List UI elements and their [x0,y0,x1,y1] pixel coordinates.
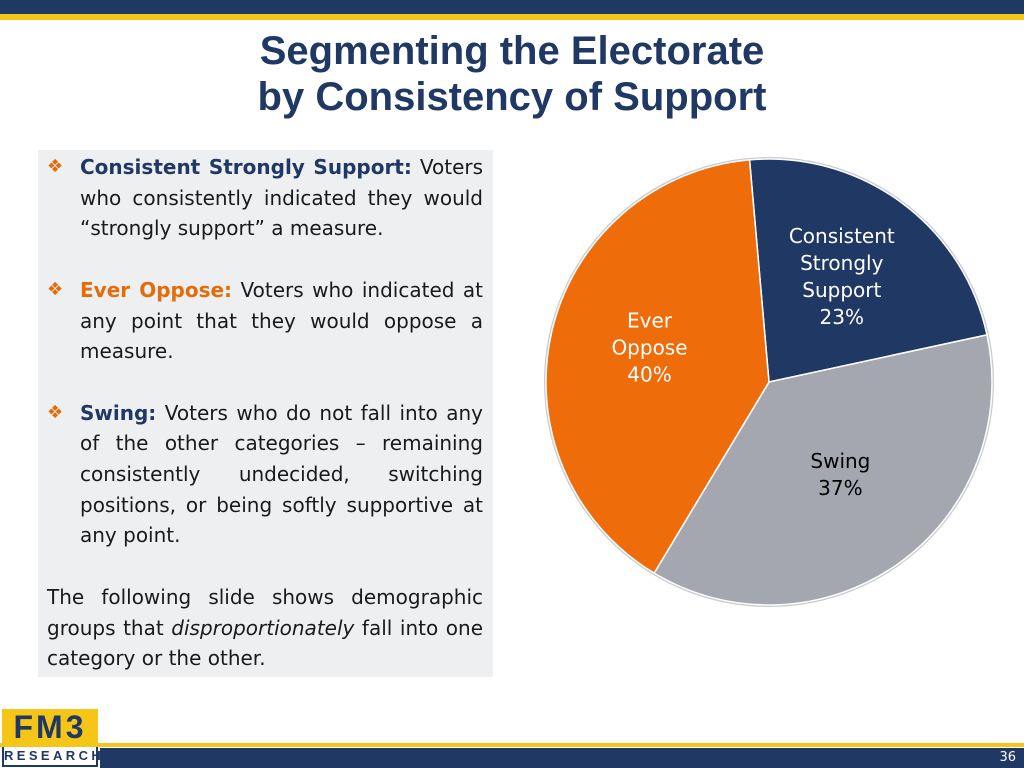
logo-sub: RESEARCH [2,745,101,767]
slice-value: 37% [818,476,862,500]
pie-slice [748,158,988,383]
definition: ❖ Swing: Voters who do not fall into any … [47,398,483,552]
pie-chart: Consistent Strongly Support 23% Swing 37% Ever… [544,157,994,607]
definition-text: Voters who do not fall into any of the o… [80,400,484,548]
bottom-bar [100,748,1024,768]
note-emphasis: disproportionately [171,615,355,640]
note: The following slide shows demographic gr… [47,582,483,674]
bottom-stripe [0,743,1024,747]
term: Ever Oppose: [80,277,233,302]
definition-text: Voters who indicated at any point that t… [80,277,484,364]
note-text: The following slide shows demographic gr… [47,584,483,640]
bullet: ❖ [47,278,64,300]
logo-mark: FM3 [2,709,98,745]
title-line: Segmenting the Electorate [259,29,765,73]
top-bar [0,0,1024,14]
definition: ❖ Ever Oppose: Voters who indicated at an… [47,275,483,367]
bullet: ❖ [47,401,64,423]
top-stripe [0,14,1024,20]
title: Segmenting the Electorate by Consistency… [0,28,1024,120]
pie-slice [653,333,993,606]
logo: FM3 RESEARCH [2,709,101,767]
term: Swing: [80,400,157,425]
slice-value: 23% [820,305,864,329]
term: Consistent Strongly Support: [80,155,412,179]
title-line: by Consistency of Support [257,75,767,119]
slice-label: Consistent Strongly Support [789,224,895,302]
definition-text: Voters who consistently indicated they w… [80,155,484,241]
definitions-panel: ❖ Consistent Strongly Support: Voters who… [38,150,493,677]
slice-label: Ever Oppose [611,308,687,359]
slice-label: Swing [810,449,870,473]
note-text: fall into one category or the other. [47,615,483,671]
pie-slice [545,159,770,575]
definition: ❖ Consistent Strongly Support: Voters who… [47,152,483,244]
bullet: ❖ [47,156,64,177]
page-number: 36 [999,750,1016,765]
pie-edge [544,157,994,607]
slice-value: 40% [627,362,671,386]
